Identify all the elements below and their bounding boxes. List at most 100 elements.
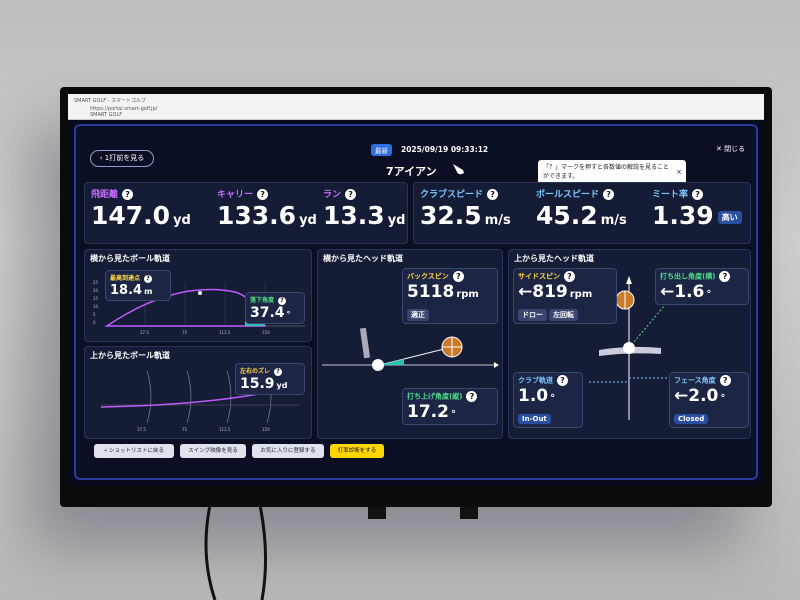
value: ←819: [518, 282, 568, 302]
button[interactable]: 打率診断をする: [330, 444, 384, 458]
help-icon[interactable]: ?: [466, 391, 478, 402]
help-icon[interactable]: ?: [257, 189, 269, 200]
label: フェース角度: [674, 376, 716, 385]
help-icon[interactable]: ?: [278, 296, 287, 305]
help-icon[interactable]: ?: [144, 274, 153, 283]
badge: 左回転: [549, 309, 578, 321]
club-path-box: クラブ軌道? 1.0 ° In-Out: [513, 372, 583, 428]
head-top-panel: 上から見たヘッド軌道 サイドスピン? ←819 rpm ドロー 左回転 打ち出し角度(横…: [508, 249, 751, 439]
unit: rpm: [569, 289, 593, 300]
value: 5118: [407, 282, 455, 302]
stat-label: ラン: [323, 190, 342, 200]
help-icon[interactable]: ?: [122, 189, 134, 200]
badge: Closed: [674, 414, 709, 424]
panel-title: 上から見たヘッド軌道: [514, 254, 594, 263]
help-icon[interactable]: ?: [557, 375, 568, 386]
backspin-box: バックスピン? 5118 rpm 適正: [402, 268, 498, 324]
datetime: 2025/09/19 09:33:12: [401, 145, 489, 154]
help-icon[interactable]: ?: [345, 189, 357, 200]
stat-badge: 高い: [717, 210, 742, 224]
unit: °: [550, 393, 556, 404]
apex-box: 最高到達点? 18.4 m: [105, 270, 171, 301]
tooltip-text: 「？」マークを押すと各数値の解説を見ることができます。: [543, 164, 670, 180]
speed-panel: クラブスピード? 32.5 m/s ボールスピード? 45.2 m/s ミート率? 1.3…: [413, 182, 751, 244]
y-tick-label: 20: [93, 288, 99, 293]
unit: m: [144, 286, 153, 296]
x-tick-label: 150: [262, 330, 270, 335]
x-tick-label: 112.5: [219, 330, 231, 335]
label: 落下角度: [250, 297, 275, 304]
stat-unit: m/s: [484, 213, 511, 228]
head-top-figure: [589, 276, 679, 420]
head-side-panel: 横から見たヘッド軌道 バックスピン? 5118 rpm 適正 打ち上げ角度(縦)? 17…: [317, 249, 503, 439]
horizontal-launch-box: 打ち出し角度(横)? ←1.6 °: [655, 268, 749, 305]
stat-label: クラブスピード: [420, 190, 484, 200]
latest-badge: 最新: [371, 144, 392, 156]
back-button[interactable]: ‹ 1打前を見る: [90, 150, 154, 167]
ball-side-panel: 横から見たボール軌道 25 20 15 10 5 0 37.5 75 112.5…: [84, 249, 312, 342]
help-icon[interactable]: ?: [564, 271, 575, 282]
help-icon[interactable]: ?: [274, 367, 283, 376]
badge: In-Out: [518, 414, 551, 424]
deviation-box: 左右のズレ? 15.9 yd: [235, 363, 305, 395]
unit: °: [720, 393, 726, 404]
x-tick-label: 37.5: [140, 330, 149, 335]
close-button[interactable]: ✕ 閉じる: [716, 145, 746, 153]
stat: ボールスピード? 45.2 m/s: [536, 187, 627, 230]
button[interactable]: お気に入りに登録する: [252, 444, 324, 458]
help-icon[interactable]: ?: [452, 271, 464, 282]
help-icon[interactable]: ?: [719, 375, 731, 386]
sidespin-box: サイドスピン? ←819 rpm ドロー 左回転: [513, 268, 617, 324]
unit: °: [450, 409, 456, 420]
stand: [460, 507, 478, 519]
club: 7アイアン: [386, 165, 437, 178]
tab-title[interactable]: SMART GOLF - スマートゴルフ: [74, 98, 146, 104]
label: バックスピン: [407, 272, 449, 281]
label: 打ち上げ角度(縦): [407, 392, 463, 401]
x-tick-label: 112.5: [219, 427, 231, 432]
help-icon[interactable]: ?: [603, 189, 615, 200]
stat-value: 133.6: [217, 201, 297, 230]
stat: 飛距離? 147.0 yd: [91, 187, 191, 230]
cables: [204, 505, 268, 600]
stat-label: ミート率: [652, 190, 689, 200]
stat-value: 45.2: [536, 201, 598, 230]
screen: SMART GOLF - スマートゴルフ https://portal.smar…: [68, 94, 764, 486]
label: 打ち出し角度(横): [660, 272, 716, 281]
badge: 適正: [407, 309, 429, 321]
label: 左右のズレ: [240, 368, 271, 375]
monitor: SMART GOLF - スマートゴルフ https://portal.smar…: [60, 87, 772, 507]
stat-unit: yd: [387, 213, 406, 228]
x-tick-label: 150: [262, 427, 270, 432]
label: 最高到達点: [110, 275, 141, 282]
stat-unit: yd: [173, 213, 191, 228]
unit: °: [286, 309, 291, 319]
site: SMART GOLF: [90, 112, 123, 118]
stat: クラブスピード? 32.5 m/s: [420, 187, 511, 230]
stat: キャリー? 133.6 yd: [217, 187, 317, 230]
stat-label: ボールスピード: [536, 190, 600, 200]
face-angle-box: フェース角度? ←2.0 ° Closed: [669, 372, 749, 428]
panel-title: 横から見たヘッド軌道: [323, 254, 403, 263]
help-icon[interactable]: ?: [487, 189, 499, 200]
y-tick-label: 25: [93, 280, 99, 285]
help-icon[interactable]: ?: [692, 189, 704, 200]
tooltip: 「？」マークを押すと各数値の解説を見ることができます。 ×: [538, 160, 686, 186]
button[interactable]: « ショットリストに戻る: [94, 444, 174, 458]
value: 15.9: [240, 375, 275, 392]
url[interactable]: https://portal.smart-golf.jp/: [90, 106, 158, 112]
value: 18.4: [110, 282, 143, 298]
stat-label: 飛距離: [91, 190, 119, 200]
button[interactable]: スイング映像を見る: [180, 444, 246, 458]
club-icon: [453, 164, 464, 175]
x-tick-label: 75: [182, 330, 188, 335]
stat-value: 147.0: [91, 201, 171, 230]
help-icon[interactable]: ?: [719, 271, 731, 282]
stat: ラン? 13.3 yd: [323, 187, 405, 230]
browser-bar: SMART GOLF - スマートゴルフ https://portal.smar…: [68, 94, 764, 120]
tooltip-close[interactable]: ×: [676, 168, 682, 176]
landing-box: 落下角度? 37.4 °: [245, 292, 305, 324]
stat-unit: m/s: [600, 213, 627, 228]
panel-title: 上から見たボール軌道: [90, 351, 170, 360]
value: 1.0: [518, 386, 549, 406]
